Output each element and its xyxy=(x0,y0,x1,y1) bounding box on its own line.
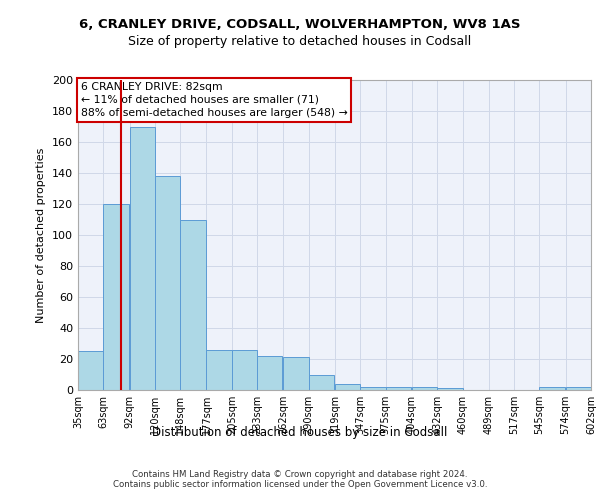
Bar xyxy=(566,387,591,390)
Bar xyxy=(283,358,309,390)
Bar xyxy=(309,374,334,390)
Text: Contains HM Land Registry data © Crown copyright and database right 2024.
Contai: Contains HM Land Registry data © Crown c… xyxy=(113,470,487,489)
Text: Distribution of detached houses by size in Codsall: Distribution of detached houses by size … xyxy=(152,426,448,439)
Bar xyxy=(180,220,206,390)
Bar xyxy=(206,350,232,390)
Text: Size of property relative to detached houses in Codsall: Size of property relative to detached ho… xyxy=(128,35,472,48)
Bar xyxy=(103,204,128,390)
Bar xyxy=(539,387,565,390)
Bar xyxy=(335,384,360,390)
Bar xyxy=(78,351,103,390)
Bar xyxy=(412,387,437,390)
Y-axis label: Number of detached properties: Number of detached properties xyxy=(37,148,46,322)
Bar xyxy=(232,350,257,390)
Bar xyxy=(155,176,180,390)
Bar xyxy=(437,388,463,390)
Bar xyxy=(257,356,283,390)
Bar xyxy=(130,126,155,390)
Bar xyxy=(360,387,386,390)
Text: 6 CRANLEY DRIVE: 82sqm
← 11% of detached houses are smaller (71)
88% of semi-det: 6 CRANLEY DRIVE: 82sqm ← 11% of detached… xyxy=(80,82,347,118)
Bar xyxy=(386,387,411,390)
Text: 6, CRANLEY DRIVE, CODSALL, WOLVERHAMPTON, WV8 1AS: 6, CRANLEY DRIVE, CODSALL, WOLVERHAMPTON… xyxy=(79,18,521,30)
